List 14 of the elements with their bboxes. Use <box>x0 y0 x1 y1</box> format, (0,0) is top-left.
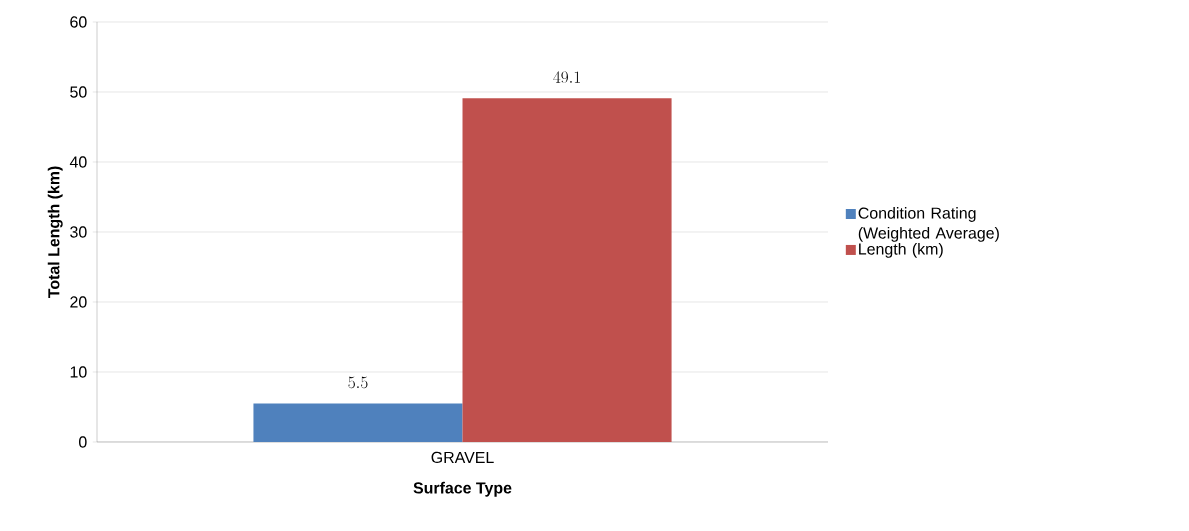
data-label: 5.5 <box>348 376 368 389</box>
data-label: 49. 1 <box>553 71 580 84</box>
x-tick-label: GRAVEL <box>431 451 494 464</box>
legend-label: Length (km) <box>859 242 943 258</box>
y-tick-label: 60 <box>70 16 87 28</box>
y-tick-label: 20 <box>70 296 87 308</box>
y-tick-label: 0 <box>79 436 87 448</box>
y-tick-label: 10 <box>70 366 87 378</box>
x-axis-title: Surface Type <box>413 481 512 497</box>
y-axis-title: Total Length (km) <box>47 166 63 299</box>
y-tick-label: 50 <box>70 86 87 98</box>
y-tick-label: 30 <box>70 226 87 238</box>
legend-label: Condition Rating (Weighted Average) <box>858 207 999 242</box>
y-tick-label: 40 <box>69 156 87 168</box>
